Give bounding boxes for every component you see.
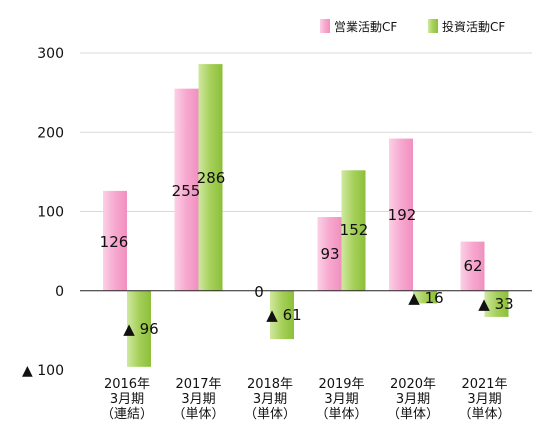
- bar-operating: [103, 190, 127, 291]
- legend-label: 営業活動CF: [334, 20, 397, 34]
- category-label: 2018年: [247, 377, 293, 392]
- gridlines: [80, 52, 532, 212]
- legend-swatch: [320, 19, 330, 33]
- bar-investing: [484, 290, 509, 317]
- bar-investing: [198, 64, 223, 291]
- category-label: 2017年: [175, 377, 221, 392]
- data-label: 0: [254, 283, 264, 301]
- bar-investing: [413, 290, 437, 304]
- category-label: （連結）: [101, 407, 153, 422]
- bar-investing: [341, 170, 366, 291]
- data-label: 93: [320, 245, 339, 263]
- category-label: 2016年: [104, 377, 150, 392]
- category-label: （単体）: [172, 406, 224, 422]
- bar-operating: [389, 138, 413, 291]
- data-label: 286: [197, 169, 226, 187]
- category-label: 3月期: [253, 392, 287, 407]
- category-label: 2020年: [390, 377, 436, 392]
- legend-swatch: [428, 19, 438, 33]
- bar-operating: [174, 88, 199, 291]
- data-label: ▲ 61: [266, 306, 301, 324]
- bar-operating: [317, 217, 342, 291]
- data-label: ▲ 96: [123, 320, 158, 338]
- data-label: 192: [388, 206, 417, 224]
- category-label: 3月期: [181, 392, 215, 407]
- category-label: （単体）: [387, 406, 439, 422]
- data-label: 126: [100, 233, 129, 251]
- bar-operating: [460, 241, 485, 291]
- category-label: 3月期: [110, 392, 144, 407]
- data-label: 152: [340, 221, 369, 239]
- y-tick-label: ▲ 100: [22, 363, 64, 379]
- category-label: （単体）: [315, 406, 367, 422]
- legend-label: 投資活動CF: [442, 19, 505, 34]
- data-label: 62: [463, 257, 482, 275]
- category-label: （単体）: [244, 406, 296, 422]
- category-label: 2021年: [461, 377, 507, 392]
- bar-investing: [127, 290, 151, 367]
- labels: 300 200 100 0 ▲ 100 126 255 0 93 192 62 ▲ 96 286 ▲ 61…: [22, 46, 514, 422]
- data-label: ▲ 16: [408, 289, 443, 307]
- y-tick-label: 200: [37, 125, 64, 141]
- category-label: 3月期: [467, 392, 501, 407]
- bars: [103, 64, 509, 367]
- category-label: 2019年: [318, 377, 364, 392]
- y-tick-label: 0: [55, 284, 64, 300]
- legend: 営業活動CF 投資活動CF: [320, 19, 505, 34]
- category-label: 3月期: [396, 392, 430, 407]
- data-label: ▲ 33: [478, 295, 513, 313]
- category-label: （単体）: [458, 406, 510, 422]
- data-label: 255: [172, 182, 201, 200]
- y-tick-label: 300: [37, 46, 64, 62]
- y-tick-label: 100: [37, 205, 64, 221]
- category-label: 3月期: [324, 392, 358, 407]
- bar-investing: [270, 290, 294, 340]
